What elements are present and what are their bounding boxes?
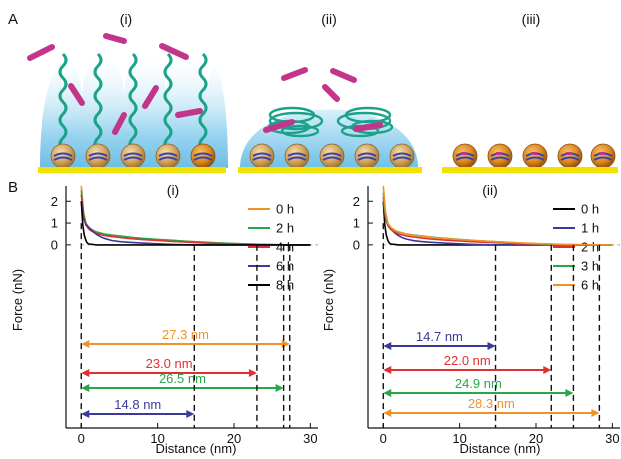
y-tick-label: 1 xyxy=(353,216,360,231)
legend-label: 1 h xyxy=(581,221,599,236)
series-line-8-h xyxy=(80,201,311,246)
decay-length-label: 22.0 nm xyxy=(444,353,491,368)
y-tick-label: 1 xyxy=(51,216,58,231)
schematic-label-iii: (iii) xyxy=(522,11,541,27)
decay-arrow-head-right xyxy=(591,409,600,417)
decay-arrow-head-left xyxy=(81,410,90,418)
x-tick-label: 30 xyxy=(605,431,619,446)
legend-label: 0 h xyxy=(581,202,599,217)
decay-arrow-head-left xyxy=(383,342,392,350)
chart-ii-panel-label: (ii) xyxy=(482,182,498,198)
nucleosomes xyxy=(50,143,216,169)
x-tick-label: 10 xyxy=(150,431,164,446)
chart-ii-ylabel: Force (nN) xyxy=(321,269,336,331)
legend-label: 6 h xyxy=(581,278,599,293)
x-tick-label: 0 xyxy=(78,431,85,446)
enzyme-rods xyxy=(27,33,203,135)
y-tick-label: 0 xyxy=(51,237,58,252)
decay-arrow-head-right xyxy=(487,342,496,350)
decay-length-label: 26.5 nm xyxy=(159,371,206,386)
legend-label: 2 h xyxy=(581,240,599,255)
decay-arrow-head-left xyxy=(383,366,392,374)
legend-label: 6 h xyxy=(276,259,294,274)
series-line-6-h xyxy=(382,185,613,246)
decay-arrow-head-right xyxy=(186,410,195,418)
y-tick-label: 0 xyxy=(353,237,360,252)
x-tick-label: 20 xyxy=(529,431,543,446)
series-line-0-h xyxy=(382,201,613,246)
enzyme-rods xyxy=(263,67,383,133)
decay-length-label: 14.8 nm xyxy=(114,397,161,412)
decay-arrow-head-right xyxy=(248,369,257,377)
surface xyxy=(238,167,422,173)
series-line-2-h xyxy=(382,196,613,246)
series-line-1-h xyxy=(382,201,613,246)
panel-letter-a: A xyxy=(8,11,18,28)
chart-i-ylabel: Force (nN) xyxy=(10,269,25,331)
decay-length-label: 23.0 nm xyxy=(146,356,193,371)
decay-arrow-head-left xyxy=(383,409,392,417)
force-curve-chart-i: (i) Force (nN) Distance (nm) 0 10 20 30 0 1 2 0… xyxy=(10,182,318,456)
decay-arrow-head-right xyxy=(275,384,284,392)
legend-label: 3 h xyxy=(581,259,599,274)
nucleosomes xyxy=(452,143,616,169)
legend-label: 8 h xyxy=(276,278,294,293)
legend-label: 0 h xyxy=(276,202,294,217)
chart-ii-xlabel: Distance (nm) xyxy=(460,441,541,456)
decay-arrow-head-right xyxy=(543,366,552,374)
schematic-ii-dome xyxy=(238,67,422,173)
chart-i-xlabel: Distance (nm) xyxy=(156,441,237,456)
legend-label: 2 h xyxy=(276,221,294,236)
decay-arrow-head-left xyxy=(81,384,90,392)
decay-arrow-head-left xyxy=(81,340,90,348)
schematic-i-brush xyxy=(27,33,228,173)
x-tick-label: 10 xyxy=(452,431,466,446)
decay-arrow-head-right xyxy=(565,389,574,397)
chart-i-panel-label: (i) xyxy=(167,182,179,198)
decay-length-label: 24.9 nm xyxy=(455,376,502,391)
decay-arrow-head-left xyxy=(81,369,90,377)
decay-arrow-head-left xyxy=(383,389,392,397)
decay-length-label: 14.7 nm xyxy=(416,329,463,344)
y-tick-label: 2 xyxy=(353,194,360,209)
surface xyxy=(38,167,226,173)
legend-label: 4 h xyxy=(276,240,294,255)
x-tick-label: 0 xyxy=(380,431,387,446)
schematic-iii-bare xyxy=(442,143,618,173)
decay-length-label: 27.3 nm xyxy=(162,327,209,342)
y-tick-label: 2 xyxy=(51,194,58,209)
x-tick-label: 20 xyxy=(227,431,241,446)
surface xyxy=(442,167,618,173)
x-tick-label: 30 xyxy=(303,431,317,446)
force-curve-chart-ii: (ii) Force (nN) Distance (nm) 0 10 20 30 0 1 2… xyxy=(321,182,620,456)
extended-tails xyxy=(58,52,208,152)
schematic-label-i: (i) xyxy=(120,11,132,27)
panel-letter-b: B xyxy=(8,179,18,196)
schematic-label-ii: (ii) xyxy=(321,11,337,27)
decay-length-label: 28.3 nm xyxy=(468,396,515,411)
nucleosomes xyxy=(249,143,415,169)
